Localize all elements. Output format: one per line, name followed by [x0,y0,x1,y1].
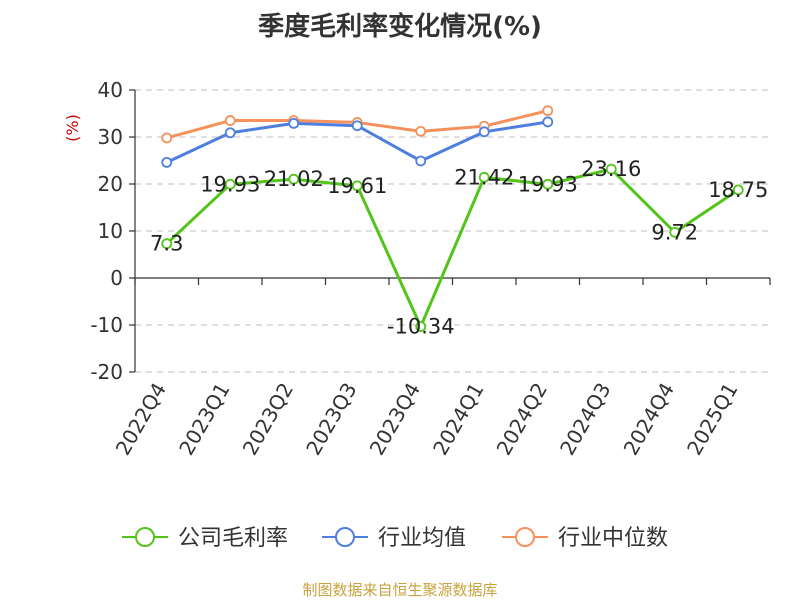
data-label: 19.93 [518,172,578,196]
legend-label: 公司毛利率 [178,526,288,551]
grid [135,89,770,373]
data-point [478,126,490,138]
data-point [478,171,490,183]
data-point [415,125,427,137]
data-point [542,178,554,190]
legend-marker [515,527,535,547]
data-point [224,127,236,139]
y-tick-label: 10 [98,219,123,243]
x-tick-label: 2022Q4 [111,379,171,460]
data-label: 7.3 [150,232,183,256]
x-tick-label: 2024Q3 [555,379,615,460]
x-tick-label: 2024Q1 [428,379,488,460]
y-tick-label: 40 [98,78,123,102]
x-tick-label: 2023Q2 [238,379,298,460]
data-point [605,163,617,175]
data-label: 9.72 [651,220,698,244]
data-point [161,156,173,168]
data-point [288,173,300,185]
data-point [288,117,300,129]
y-tick-label: 0 [110,266,123,290]
data-point [542,105,554,117]
x-tick-label: 2023Q4 [365,379,425,460]
x-tick-label: 2024Q2 [492,379,552,460]
y-axis-label: (%) [63,114,82,142]
y-tick-label: -20 [90,360,123,384]
data-label: 18.75 [708,178,768,202]
data-label: 21.02 [264,167,324,191]
legend-item[interactable]: 行业均值 [322,526,466,551]
data-point [542,116,554,128]
series-1 [161,116,554,168]
data-point [161,132,173,144]
data-point [161,238,173,250]
data-label: 19.61 [327,174,387,198]
legend-item[interactable]: 公司毛利率 [122,526,288,551]
legend-label: 行业中位数 [558,526,668,551]
y-tick-label: 30 [98,125,123,149]
data-label: 19.93 [200,172,260,196]
data-point [669,226,681,238]
legend-label: 行业均值 [378,526,466,551]
y-tick-label: -10 [90,313,123,337]
legend: 公司毛利率 行业均值 行业中位数 [122,526,668,551]
data-point [224,115,236,126]
x-tick-label: 2023Q1 [174,379,234,460]
legend-marker [135,527,155,547]
data-label: -10.34 [387,315,455,339]
legend-marker [335,527,355,547]
y-tick-label: 20 [98,172,123,196]
x-tick-label: 2025Q1 [682,379,742,460]
data-label: 23.16 [581,157,641,181]
x-tick-label: 2023Q3 [301,379,361,460]
series-0 [161,163,744,332]
data-point [351,180,363,192]
data-point [732,184,744,196]
data-point [415,321,427,332]
chart-title: 季度毛利率变化情况(%) [258,11,542,42]
data-point [415,155,427,167]
data-label: 21.42 [454,165,514,189]
legend-item[interactable]: 行业中位数 [502,526,668,551]
data-point [351,120,363,132]
source-note: 制图数据来自恒生聚源数据库 [302,581,497,599]
series [161,105,744,332]
series-line [165,167,740,329]
x-tick-label: 2024Q4 [619,379,679,460]
data-point [224,178,236,190]
